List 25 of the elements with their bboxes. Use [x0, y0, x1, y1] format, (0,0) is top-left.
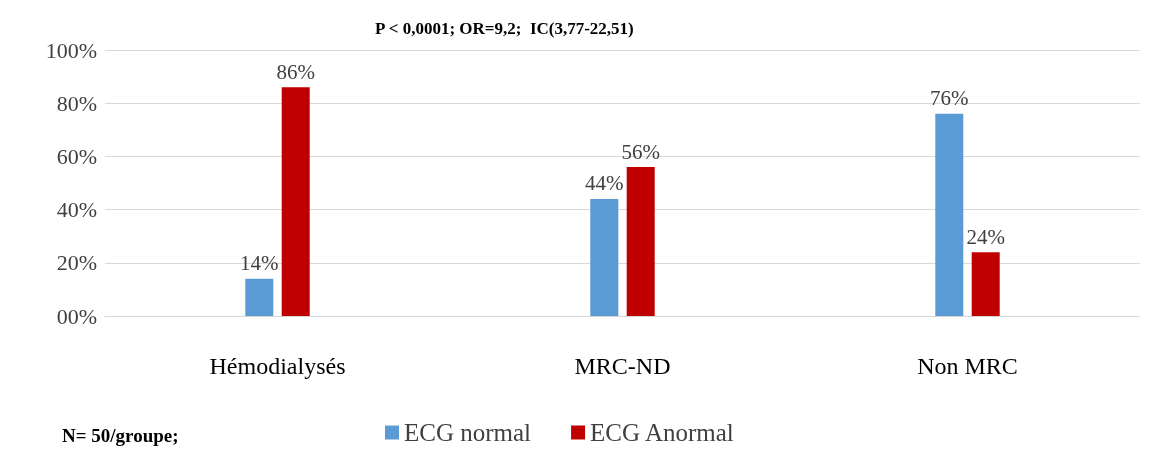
x-tick-label: Non MRC	[917, 353, 1018, 379]
data-label: 56%	[621, 139, 660, 164]
y-tick-label: 100%	[45, 37, 97, 63]
legend-label: ECG normal	[404, 419, 532, 446]
y-tick-label: 20%	[56, 250, 97, 276]
legend-label: ECG Anormal	[590, 419, 734, 446]
bar	[971, 252, 1000, 316]
bar	[281, 87, 310, 316]
text: P < 0,0001; OR=9,2; IC(3,77-22,51)	[375, 19, 634, 38]
data-label: 76%	[930, 86, 969, 111]
x-tick-label: MRC-ND	[574, 353, 671, 379]
y-tick-label: 40%	[56, 197, 97, 223]
bar	[626, 167, 655, 316]
y-tick-label: 80%	[56, 90, 97, 116]
bar	[935, 113, 964, 316]
y-tick-label: 60%	[56, 143, 97, 169]
data-label: 86%	[276, 59, 315, 84]
data-label: 14%	[240, 251, 279, 276]
data-label: 44%	[585, 171, 624, 196]
y-tick-label: 00%	[56, 303, 97, 329]
bar	[245, 278, 274, 316]
x-tick-label: Hémodialysés	[209, 353, 346, 379]
data-label: 24%	[966, 224, 1005, 249]
text: N= 50/groupe;	[62, 425, 179, 446]
bar	[590, 198, 619, 316]
